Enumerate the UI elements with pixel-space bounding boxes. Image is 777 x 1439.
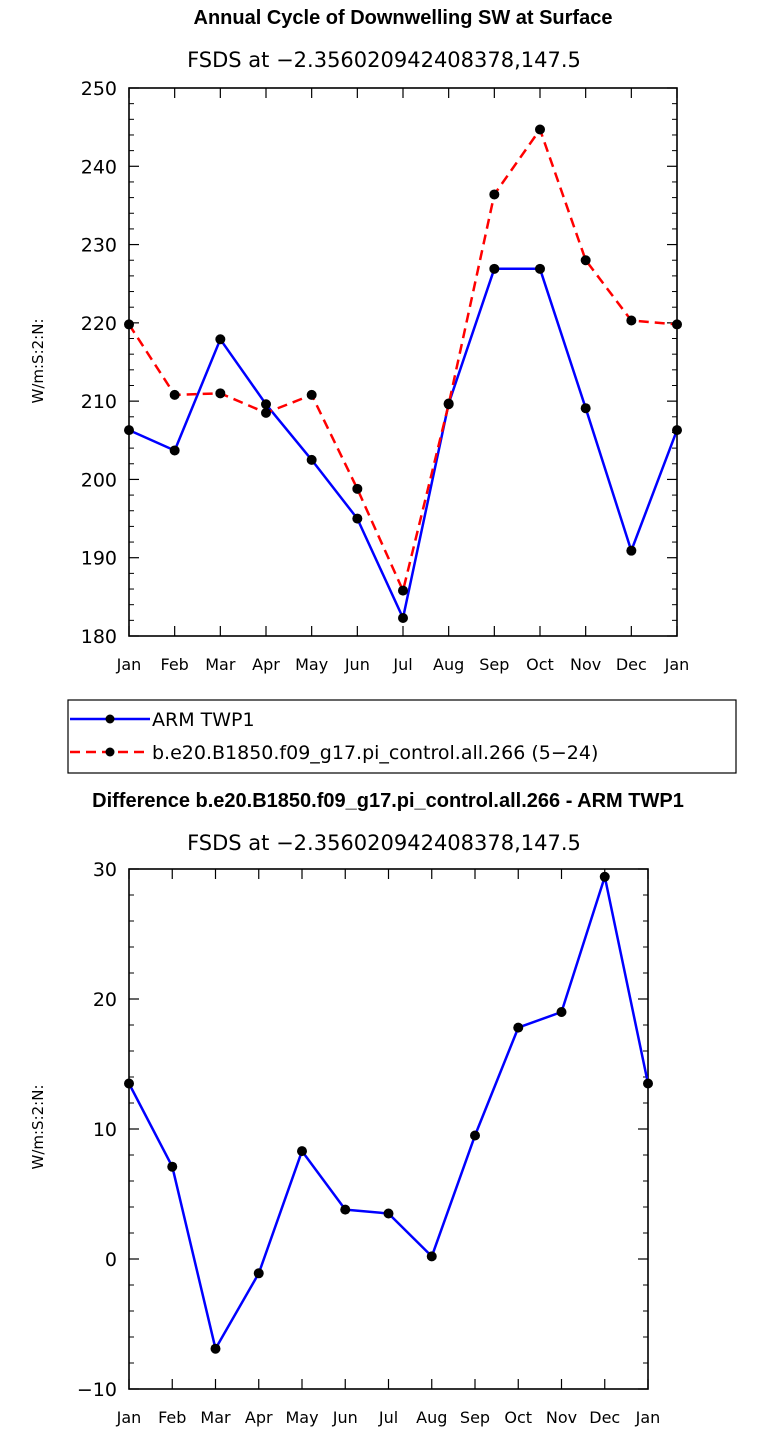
chart1-ytick-label: 230 xyxy=(81,235,117,257)
chart1-point-s0-1 xyxy=(169,445,180,456)
chart2-title: Difference b.e20.B1850.f09_g17.pi_contro… xyxy=(92,790,684,812)
chart2-series-line-0 xyxy=(127,875,650,1350)
chart1-point-s1-1 xyxy=(169,389,180,400)
chart1-xtick-label: Jun xyxy=(344,655,370,674)
chart2-xtick-label: Oct xyxy=(504,1408,532,1427)
chart1-point-s1-4 xyxy=(306,389,317,400)
chart2-subtitle: FSDS at −2.356020942408378,147.5 xyxy=(187,831,581,855)
chart2-point-s0-2 xyxy=(210,1343,221,1354)
chart1-point-s1-9 xyxy=(535,124,545,135)
chart1-subtitle: FSDS at −2.356020942408378,147.5 xyxy=(187,48,581,72)
chart2-point-s0-0 xyxy=(124,1078,134,1089)
chart1-xtick-label: Dec xyxy=(616,655,647,674)
legend-label-model: b.e20.B1850.f09_g17.pi_control.all.266 (… xyxy=(152,742,598,764)
chart2-point-s0-1 xyxy=(167,1161,178,1172)
legend: ARM TWP1 b.e20.B1850.f09_g17.pi_control.… xyxy=(67,699,737,774)
chart1-series-line-0 xyxy=(128,267,679,620)
chart1-xtick-label: Jan xyxy=(116,655,142,674)
chart2-point-s0-10 xyxy=(556,1007,567,1017)
chart2-ytick-label: 10 xyxy=(93,1119,117,1141)
chart1-point-s0-5 xyxy=(352,513,363,524)
chart2-xtick-label: Aug xyxy=(416,1408,447,1427)
chart1-ytick-label: 200 xyxy=(81,469,117,491)
legend-label-arm: ARM TWP1 xyxy=(152,709,255,731)
chart1-xtick-label: May xyxy=(295,655,328,674)
chart1-point-s1-3 xyxy=(261,407,271,418)
chart2-xtick-label: Jan xyxy=(635,1408,661,1427)
chart1-point-s0-10 xyxy=(580,403,591,414)
chart1-xtick-label: Nov xyxy=(570,655,601,674)
chart2-xtick-label: Dec xyxy=(589,1408,620,1427)
chart2-xtick-label: Jan xyxy=(116,1408,142,1427)
chart2-xtick-label: Jul xyxy=(378,1408,398,1427)
chart2-point-s0-3 xyxy=(253,1268,264,1279)
chart2-ylabel: W/m:S:2:N: xyxy=(29,1085,47,1170)
chart2-point-s0-6 xyxy=(383,1208,394,1219)
chart1-plot: 180 190 200 210 220 230 240 250 Jan Feb Mar Apr May J… xyxy=(81,78,690,674)
chart2-point-s0-5 xyxy=(340,1204,351,1215)
chart2-ytick-label: 30 xyxy=(93,859,117,881)
chart1-point-s0-2 xyxy=(215,334,226,345)
chart2-xtick-label: Jun xyxy=(332,1408,358,1427)
chart1-xtick-label: Apr xyxy=(252,655,280,674)
chart1-ytick-label: 250 xyxy=(81,78,117,100)
chart2-point-s0-9 xyxy=(513,1022,524,1033)
chart1-ylabel: W/m:S:2:N: xyxy=(29,319,47,404)
chart2-point-s0-12 xyxy=(643,1078,653,1089)
chart1-point-s0-0 xyxy=(124,425,134,436)
chart1-point-s1-12 xyxy=(672,319,682,330)
chart1-point-s1-2 xyxy=(215,388,226,399)
chart2-xtick-label: Mar xyxy=(200,1408,231,1427)
chart1-ytick-label: 220 xyxy=(81,313,117,335)
chart2-ytick-label: 0 xyxy=(105,1249,117,1271)
chart2-point-s0-7 xyxy=(426,1251,437,1262)
chart2-point-s0-4 xyxy=(297,1146,307,1157)
chart1-xtick-label: Aug xyxy=(433,655,464,674)
chart1-point-s0-3 xyxy=(261,399,271,410)
chart1-point-s1-0 xyxy=(124,319,134,330)
chart2-xtick-label: Apr xyxy=(245,1408,273,1427)
chart1-point-s0-12 xyxy=(672,425,682,436)
chart1-ytick-label: 180 xyxy=(81,626,117,648)
chart2-point-s0-8 xyxy=(470,1130,480,1141)
chart1-point-s1-7 xyxy=(443,399,454,410)
chart1-xtick-label: Jan xyxy=(664,655,690,674)
chart1-point-s0-9 xyxy=(535,263,545,274)
chart2-plot: −10 0 10 20 30 Jan Feb Mar Apr May Jun Jul Aug Sep Oct… xyxy=(77,859,660,1427)
chart2-point-s0-11 xyxy=(599,871,610,882)
chart1-xtick-label: Jul xyxy=(392,655,412,674)
chart2-ytick-label: −10 xyxy=(77,1379,117,1401)
chart1-xtick-label: Mar xyxy=(205,655,236,674)
chart1-xtick-label: Feb xyxy=(161,655,189,674)
chart1-title: Annual Cycle of Downwelling SW at Surfac… xyxy=(194,7,613,29)
chart1-point-s1-6 xyxy=(398,585,408,596)
chart1-point-s1-11 xyxy=(626,315,637,326)
chart1-ytick-label: 210 xyxy=(81,391,117,413)
chart1-point-s0-6 xyxy=(398,612,408,623)
chart1-point-s1-5 xyxy=(352,483,363,494)
legend-marker-arm xyxy=(105,714,115,724)
chart1-xtick-label: Sep xyxy=(479,655,509,674)
chart1-point-s0-11 xyxy=(626,545,637,556)
chart1-ytick-label: 240 xyxy=(81,156,117,178)
chart1-point-s0-4 xyxy=(306,454,317,465)
chart1-ytick-label: 190 xyxy=(81,548,117,570)
legend-box xyxy=(67,699,737,774)
chart1-xtick-label: Oct xyxy=(526,655,554,674)
chart2-ytick-label: 20 xyxy=(93,989,117,1011)
chart2-xtick-label: Sep xyxy=(460,1408,490,1427)
chart1-point-s0-8 xyxy=(489,263,500,274)
legend-marker-model xyxy=(105,747,115,757)
chart2-xtick-label: Nov xyxy=(546,1408,577,1427)
chart2-xtick-label: May xyxy=(285,1408,318,1427)
chart2-xtick-label: Feb xyxy=(158,1408,186,1427)
chart1-point-s1-8 xyxy=(489,189,500,200)
chart1-point-s1-10 xyxy=(580,255,591,266)
